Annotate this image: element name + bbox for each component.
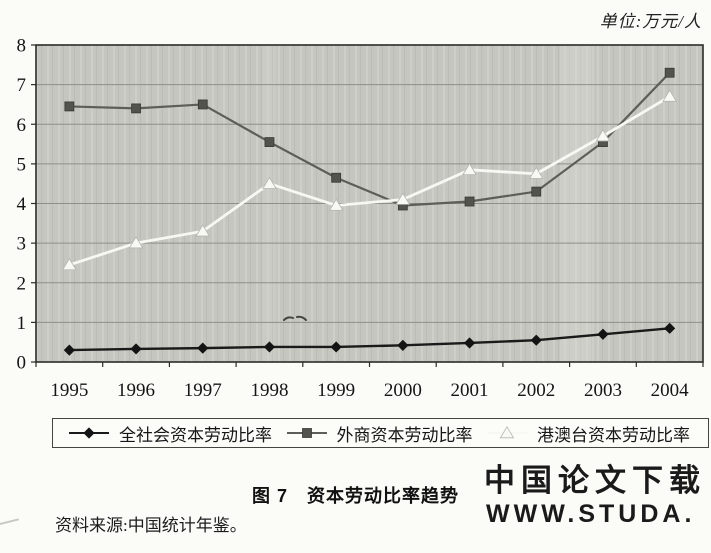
diamond-series-marker-icon [69,427,109,439]
axis-ticks [31,44,704,367]
capital-labor-ratio-chart: 0 1 2 3 4 5 6 7 8 1995 1996 1997 1998 1999 2000 2001 200… [17,36,704,401]
svg-text:1999: 1999 [317,380,355,401]
chart-canvas: 0 1 2 3 4 5 6 7 8 1995 1996 1997 1998 1999 2000 2001 200… [17,36,704,401]
svg-text:6: 6 [17,115,27,136]
svg-text:2001: 2001 [451,380,489,401]
y-axis-labels: 0 1 2 3 4 5 6 7 8 [17,36,27,374]
svg-text:3: 3 [17,234,27,255]
legend-label-hmt: 港澳台资本劳动比率 [537,425,690,445]
series-2 [62,89,677,271]
triangle-series-marker-icon [487,426,527,439]
scan-artifact [283,315,307,321]
source-note: 资料来源:中国统计年鉴。 [55,516,247,535]
legend-entry-hmt: 港澳台资本劳动比率 [486,421,690,446]
svg-text:5: 5 [17,154,27,175]
chart-legend: 全社会资本劳动比率 外商资本劳动比率 港澳台资本劳动比率 [52,418,709,448]
legend-label-foreign: 外商资本劳动比率 [336,425,473,445]
svg-text:4: 4 [17,194,27,215]
svg-text:0: 0 [17,353,27,374]
svg-text:2: 2 [17,273,27,294]
scan-artifact [0,518,19,526]
svg-text:1995: 1995 [50,380,88,401]
legend-label-society: 全社会资本劳动比率 [119,425,272,445]
svg-text:2000: 2000 [384,380,422,401]
x-axis-labels: 1995 1996 1997 1998 1999 2000 2001 2002 2003 2004 [50,380,689,401]
svg-text:8: 8 [17,36,27,57]
svg-text:1996: 1996 [117,380,155,401]
figure-caption: 图 7 资本劳动比率趋势 [251,486,459,506]
svg-text:2004: 2004 [651,380,690,401]
svg-text:2003: 2003 [584,380,622,401]
square-series-marker-icon [286,428,327,438]
svg-text:2002: 2002 [517,380,555,401]
svg-text:1997: 1997 [184,380,222,401]
series-0 [63,322,676,356]
svg-text:1998: 1998 [250,380,288,401]
svg-text:7: 7 [17,75,27,96]
legend-entry-society: 全社会资本劳动比率 [68,421,272,446]
unit-label: 单位:万元/人 [599,12,702,31]
series-1 [64,67,675,211]
legend-entry-foreign: 外商资本劳动比率 [286,421,473,446]
svg-text:1: 1 [17,313,27,334]
